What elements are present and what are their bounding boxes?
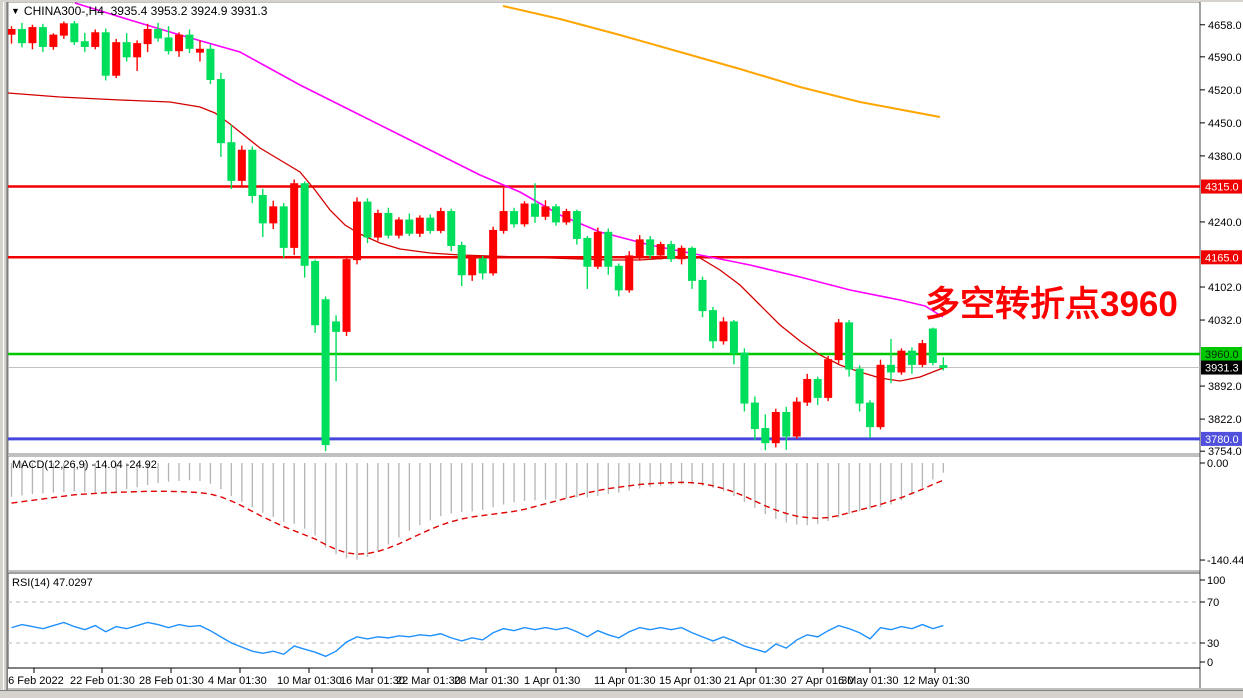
svg-text:11 Apr 01:30: 11 Apr 01:30 [594, 675, 656, 687]
svg-text:3960.0: 3960.0 [1205, 349, 1239, 361]
svg-text:3822.0: 3822.0 [1208, 414, 1242, 426]
svg-text:-140.44: -140.44 [1207, 555, 1243, 567]
svg-text:4165.0: 4165.0 [1205, 252, 1239, 264]
svg-text:4380.0: 4380.0 [1208, 151, 1242, 163]
svg-text:3892.0: 3892.0 [1208, 381, 1242, 393]
svg-text:28 Mar 01:30: 28 Mar 01:30 [454, 675, 519, 687]
svg-text:21 Apr 01:30: 21 Apr 01:30 [724, 675, 786, 687]
svg-text:4520.0: 4520.0 [1208, 85, 1242, 97]
svg-text:27 Apr 01:30: 27 Apr 01:30 [791, 675, 853, 687]
svg-text:16 Mar 01:30: 16 Mar 01:30 [340, 675, 405, 687]
svg-text:6 May 01:30: 6 May 01:30 [838, 675, 899, 687]
symbol-dropdown-icon[interactable]: ▼ [11, 6, 20, 16]
symbol-period-label: CHINA300-,H4 [23, 4, 104, 18]
svg-text:4315.0: 4315.0 [1205, 182, 1239, 194]
svg-text:4658.0: 4658.0 [1208, 20, 1242, 32]
window-left-border [0, 0, 8, 698]
window-top-border [0, 0, 1243, 2]
window-bottom-border [0, 690, 1243, 698]
svg-text:0: 0 [1207, 657, 1213, 669]
svg-text:15 Apr 01:30: 15 Apr 01:30 [659, 675, 721, 687]
svg-text:4240.0: 4240.0 [1208, 217, 1242, 229]
svg-text:16 Feb 2022: 16 Feb 2022 [2, 675, 64, 687]
svg-text:3780.0: 3780.0 [1205, 434, 1239, 446]
svg-text:3931.3: 3931.3 [1205, 363, 1239, 375]
price-annotation[interactable]: 多空转折点3960 [925, 285, 1178, 324]
svg-text:4102.0: 4102.0 [1208, 282, 1242, 294]
svg-text:4450.0: 4450.0 [1208, 118, 1242, 130]
svg-text:22 Mar 01:30: 22 Mar 01:30 [396, 675, 461, 687]
title-ohlc-values: 3935.4 3953.2 3924.9 3931.3 [110, 4, 268, 18]
svg-text:1 Apr 01:30: 1 Apr 01:30 [524, 675, 580, 687]
svg-text:10 Mar 01:30: 10 Mar 01:30 [277, 675, 342, 687]
svg-text:28 Feb 01:30: 28 Feb 01:30 [139, 675, 204, 687]
svg-text:22 Feb 01:30: 22 Feb 01:30 [70, 675, 135, 687]
svg-text:12 May 01:30: 12 May 01:30 [903, 675, 970, 687]
svg-text:4 Mar 01:30: 4 Mar 01:30 [208, 675, 267, 687]
svg-text:70: 70 [1207, 597, 1219, 609]
svg-text:3754.0: 3754.0 [1208, 446, 1242, 458]
svg-text:4590.0: 4590.0 [1208, 52, 1242, 64]
svg-text:0.00: 0.00 [1207, 458, 1228, 470]
rsi-indicator-label: RSI(14) 47.0297 [12, 577, 93, 589]
chart-title: ▼ CHINA300-,H4 3935.4 3953.2 3924.9 3931.… [11, 4, 267, 18]
svg-text:4032.0: 4032.0 [1208, 315, 1242, 327]
svg-text:100: 100 [1207, 575, 1225, 587]
macd-indicator-label: MACD(12,26,9) -14.04 -24.92 [12, 459, 157, 471]
svg-text:30: 30 [1207, 638, 1219, 650]
